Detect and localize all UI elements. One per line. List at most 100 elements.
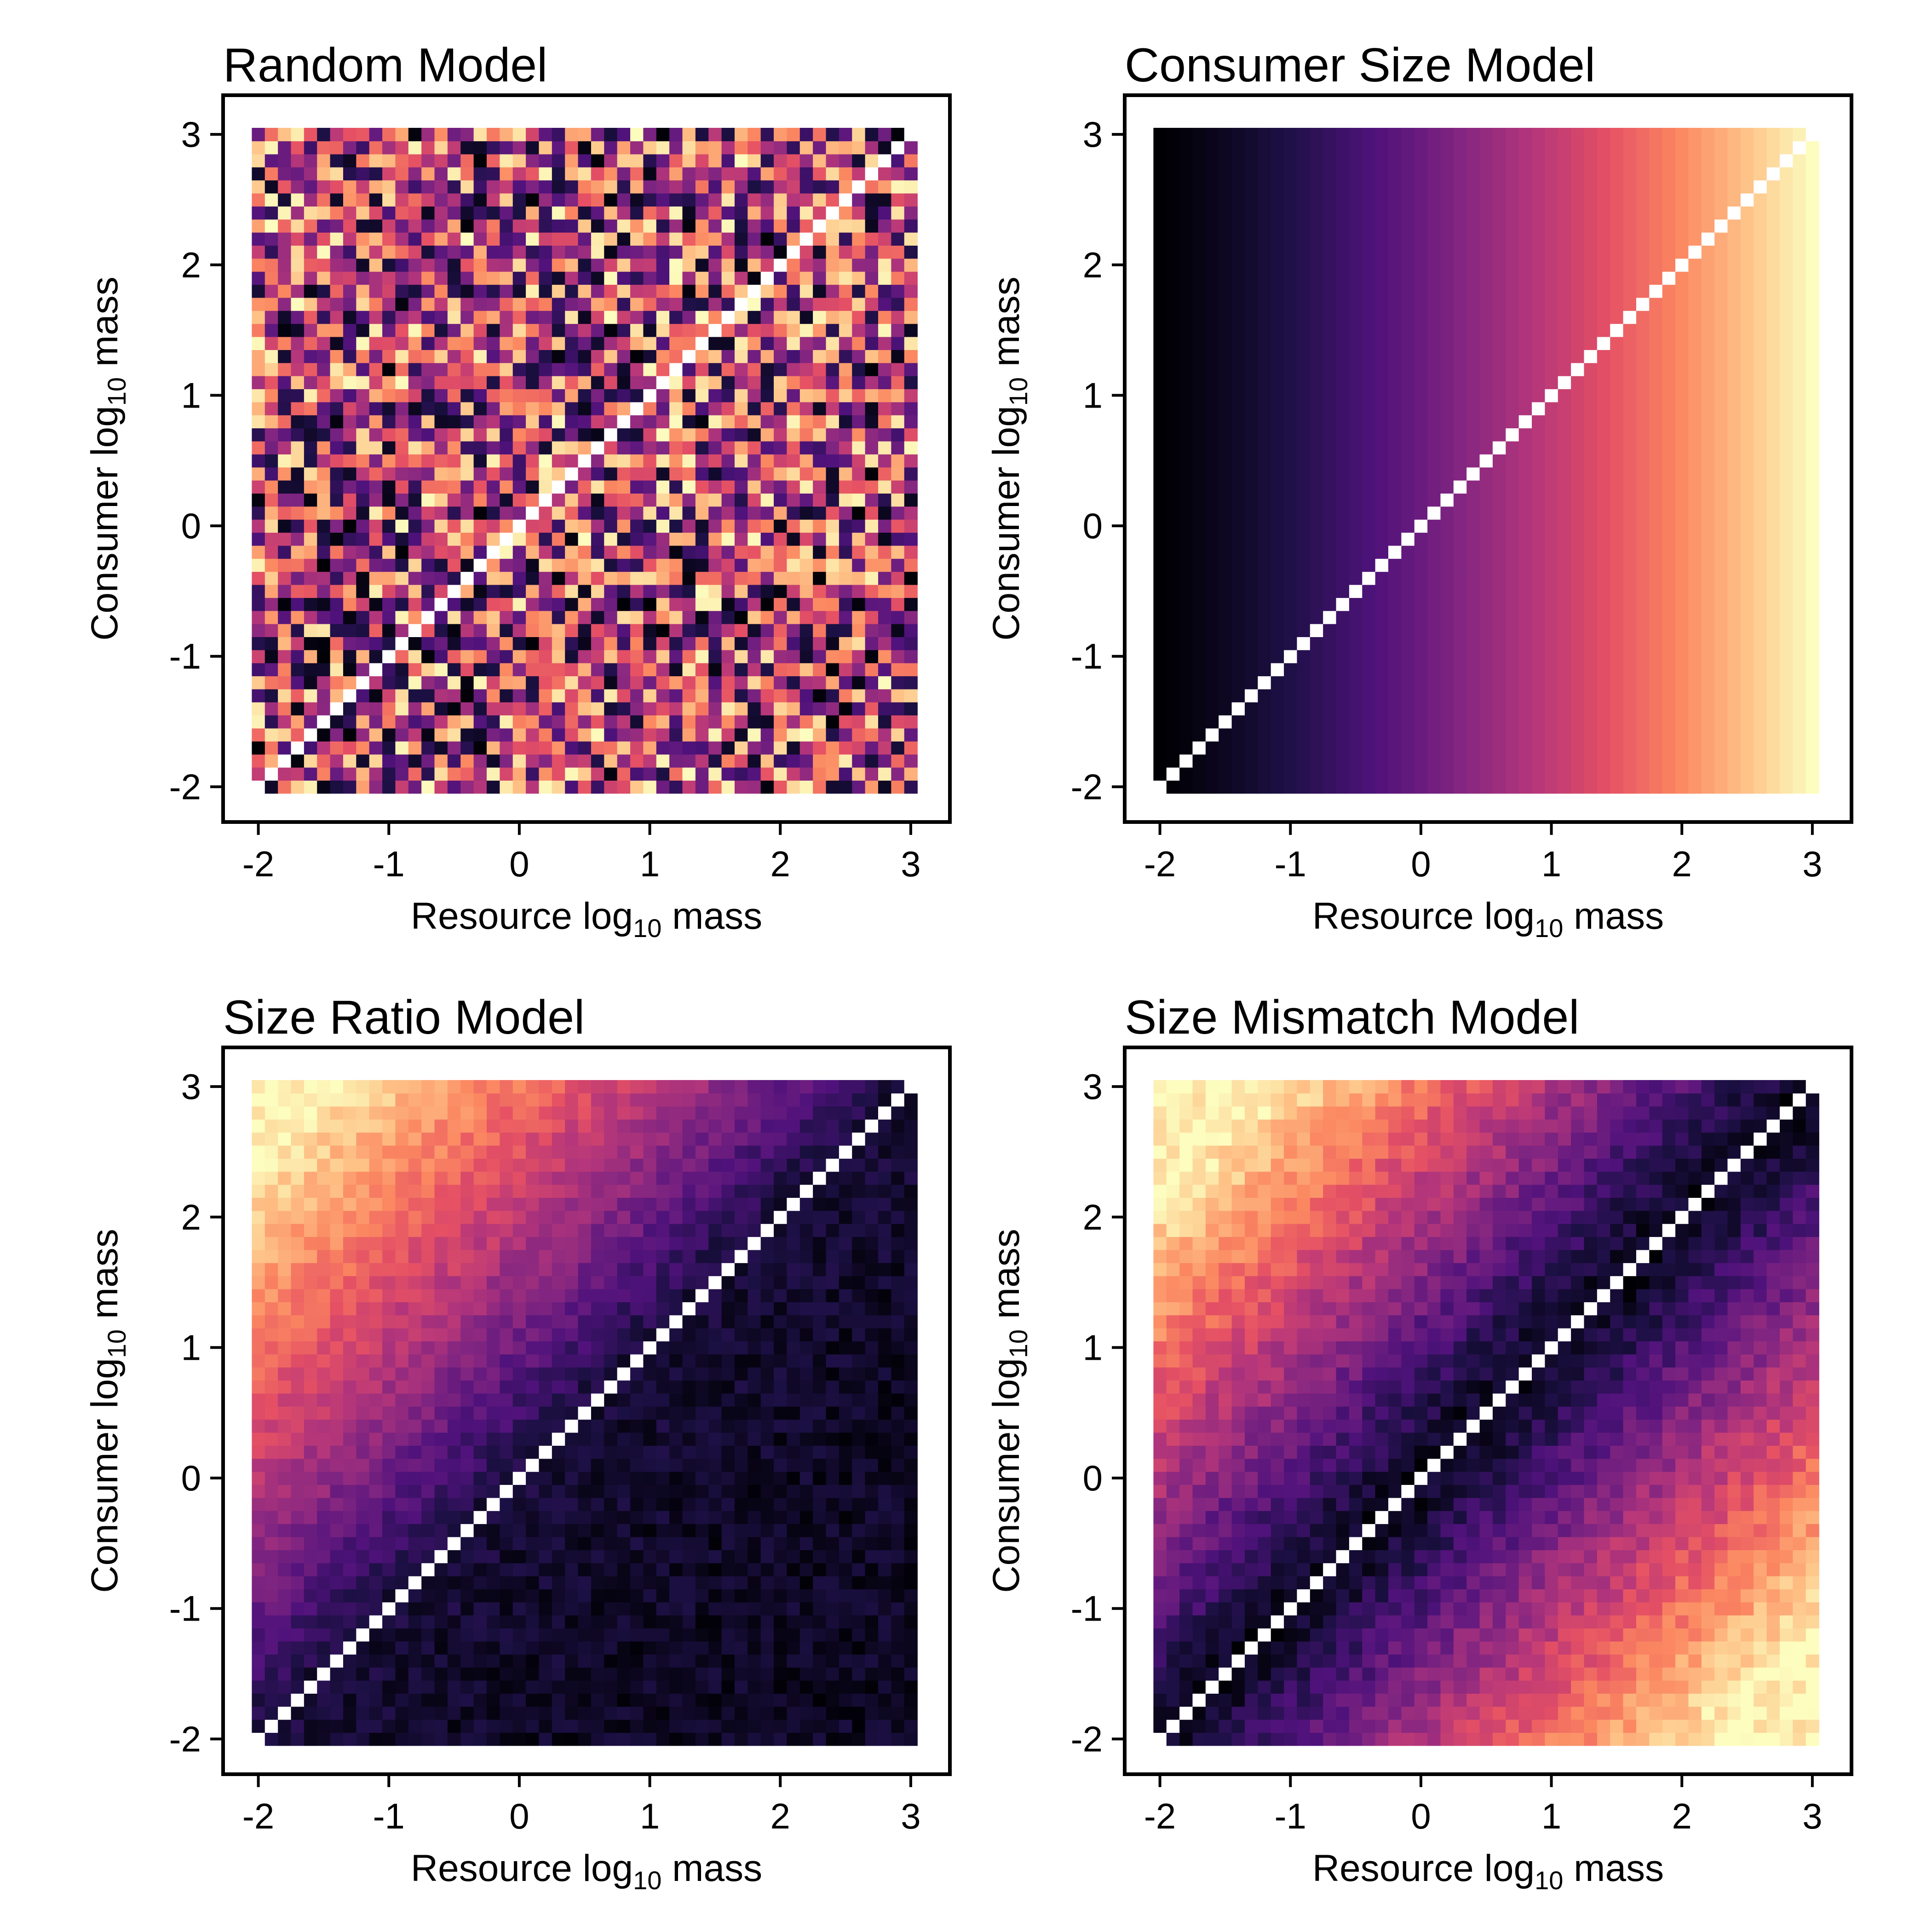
heatmap-cell — [1779, 350, 1794, 363]
heatmap-cell — [1714, 689, 1728, 702]
heatmap-cell — [708, 375, 722, 390]
heatmap-cell — [1427, 728, 1441, 742]
heatmap-cell — [421, 519, 435, 533]
heatmap-cell — [369, 428, 383, 442]
heatmap-cell — [1623, 676, 1637, 690]
heatmap-cell — [656, 741, 670, 755]
heatmap-cell — [565, 754, 579, 768]
heatmap-cell — [591, 310, 605, 324]
heatmap-cell — [1401, 323, 1415, 337]
heatmap-cell — [526, 284, 540, 298]
heatmap-cell — [1571, 389, 1585, 402]
heatmap-cell — [1466, 519, 1480, 533]
heatmap-cell — [382, 154, 396, 167]
heatmap-cell — [1192, 689, 1206, 702]
heatmap-cell — [291, 402, 305, 415]
heatmap-cell — [304, 414, 318, 429]
heatmap-cell — [1375, 467, 1389, 481]
heatmap-cell — [1323, 480, 1337, 494]
heatmap-cell — [382, 402, 396, 415]
heatmap-cell — [1506, 598, 1519, 611]
heatmap-cell — [1779, 558, 1794, 572]
heatmap-cell — [1466, 584, 1480, 598]
heatmap-cell — [1558, 767, 1571, 781]
heatmap-cell — [382, 362, 396, 376]
heatmap-cell — [891, 662, 905, 677]
heatmap-cell — [291, 375, 305, 390]
heatmap-cell — [1388, 480, 1402, 494]
heatmap-cell — [1793, 297, 1806, 311]
heatmap-cell — [787, 323, 800, 337]
heatmap-cell — [1506, 389, 1519, 402]
heatmap-cell — [748, 232, 761, 246]
heatmap-cell — [721, 532, 735, 546]
heatmap-cell — [1310, 637, 1323, 650]
heatmap-cell — [1597, 245, 1611, 259]
heatmap-cell — [1766, 375, 1780, 390]
heatmap-cell — [1793, 336, 1806, 350]
heatmap-cell — [1518, 454, 1532, 468]
heatmap-cell — [1558, 506, 1571, 520]
heatmap-cell — [617, 284, 631, 298]
heatmap-cell — [1662, 362, 1676, 376]
heatmap-cell — [1258, 480, 1271, 494]
heatmap-cell — [813, 375, 827, 390]
heatmap-cell — [1518, 702, 1532, 716]
heatmap-cell — [1492, 598, 1506, 611]
heatmap-cell — [552, 127, 565, 142]
heatmap-cell — [1362, 362, 1376, 376]
heatmap-cell — [1754, 441, 1767, 454]
heatmap-cell — [1610, 245, 1624, 259]
heatmap-cell — [682, 284, 696, 298]
heatmap-cell — [304, 493, 318, 507]
diagonal-cell — [1675, 258, 1689, 272]
heatmap-cell — [1284, 467, 1298, 481]
heatmap-cell — [1479, 780, 1493, 794]
heatmap-cell — [552, 193, 565, 207]
heatmap-cell — [904, 741, 918, 755]
heatmap-cell — [1675, 519, 1689, 533]
heatmap-cell — [787, 154, 800, 167]
heatmap-cell — [264, 219, 278, 233]
heatmap-cell — [1414, 715, 1428, 729]
heatmap-cell — [839, 441, 853, 454]
heatmap-cell — [1532, 245, 1546, 259]
heatmap-cell — [1754, 219, 1767, 233]
heatmap-cell — [264, 232, 278, 246]
heatmap-cell — [369, 689, 383, 702]
heatmap-cell — [878, 676, 892, 690]
heatmap-cell — [839, 336, 853, 350]
heatmap-cell — [799, 180, 813, 194]
heatmap-cell — [1623, 623, 1637, 637]
heatmap-cell — [1466, 610, 1480, 624]
heatmap-cell — [369, 702, 383, 716]
heatmap-cell — [1323, 206, 1337, 220]
heatmap-cell — [1597, 715, 1611, 729]
heatmap-cell — [1518, 610, 1532, 624]
heatmap-cell — [434, 558, 448, 572]
heatmap-cell — [1532, 558, 1546, 572]
heatmap-cell — [1414, 480, 1428, 494]
heatmap-cell — [487, 154, 500, 167]
heatmap-cell — [852, 650, 866, 663]
heatmap-cell — [1414, 441, 1428, 454]
heatmap-cell — [1545, 414, 1558, 429]
heatmap-cell — [1375, 728, 1389, 742]
heatmap-cell — [317, 428, 331, 442]
heatmap-cell — [787, 389, 800, 402]
heatmap-cell — [1258, 545, 1271, 559]
heatmap-cell — [1179, 506, 1193, 520]
heatmap-cell — [1453, 598, 1467, 611]
heatmap-cell — [1545, 676, 1558, 690]
heatmap-cell — [813, 154, 827, 167]
heatmap-cell — [1636, 389, 1650, 402]
heatmap-cell — [1727, 389, 1741, 402]
heatmap-cell — [1349, 219, 1363, 233]
heatmap-cell — [1336, 702, 1350, 716]
diagonal-cell — [330, 702, 344, 716]
heatmap-cell — [369, 336, 383, 350]
heatmap-cell — [774, 127, 788, 142]
heatmap-cell — [317, 650, 331, 663]
heatmap-cell — [839, 689, 853, 702]
